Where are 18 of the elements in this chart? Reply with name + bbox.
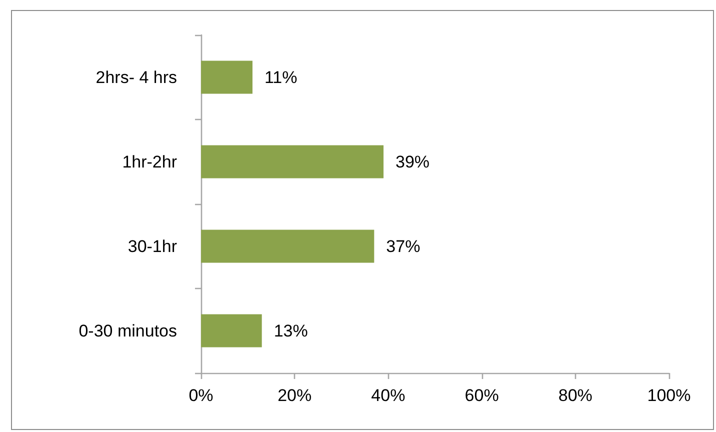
x-tick-label: 100% xyxy=(647,386,691,405)
bar xyxy=(201,230,374,263)
bar xyxy=(201,314,262,348)
x-tick-label: 60% xyxy=(464,386,499,405)
bar xyxy=(201,145,384,178)
data-label: 11% xyxy=(264,68,298,87)
y-tick-label: 0-30 minutos xyxy=(78,321,177,340)
data-label: 37% xyxy=(386,236,420,256)
y-tick-label: 1hr-2hr xyxy=(122,152,178,172)
bar xyxy=(201,60,252,94)
x-tick-label: 80% xyxy=(558,386,592,405)
x-tick-label: 40% xyxy=(371,386,406,405)
x-tick-label: 20% xyxy=(278,386,312,405)
data-label: 13% xyxy=(274,321,308,340)
data-label: 39% xyxy=(396,152,430,172)
x-tick-label: 0% xyxy=(188,386,214,405)
y-tick-label: 30-1hr xyxy=(128,236,178,256)
y-tick-label: 2hrs- 4 hrs xyxy=(96,68,177,87)
